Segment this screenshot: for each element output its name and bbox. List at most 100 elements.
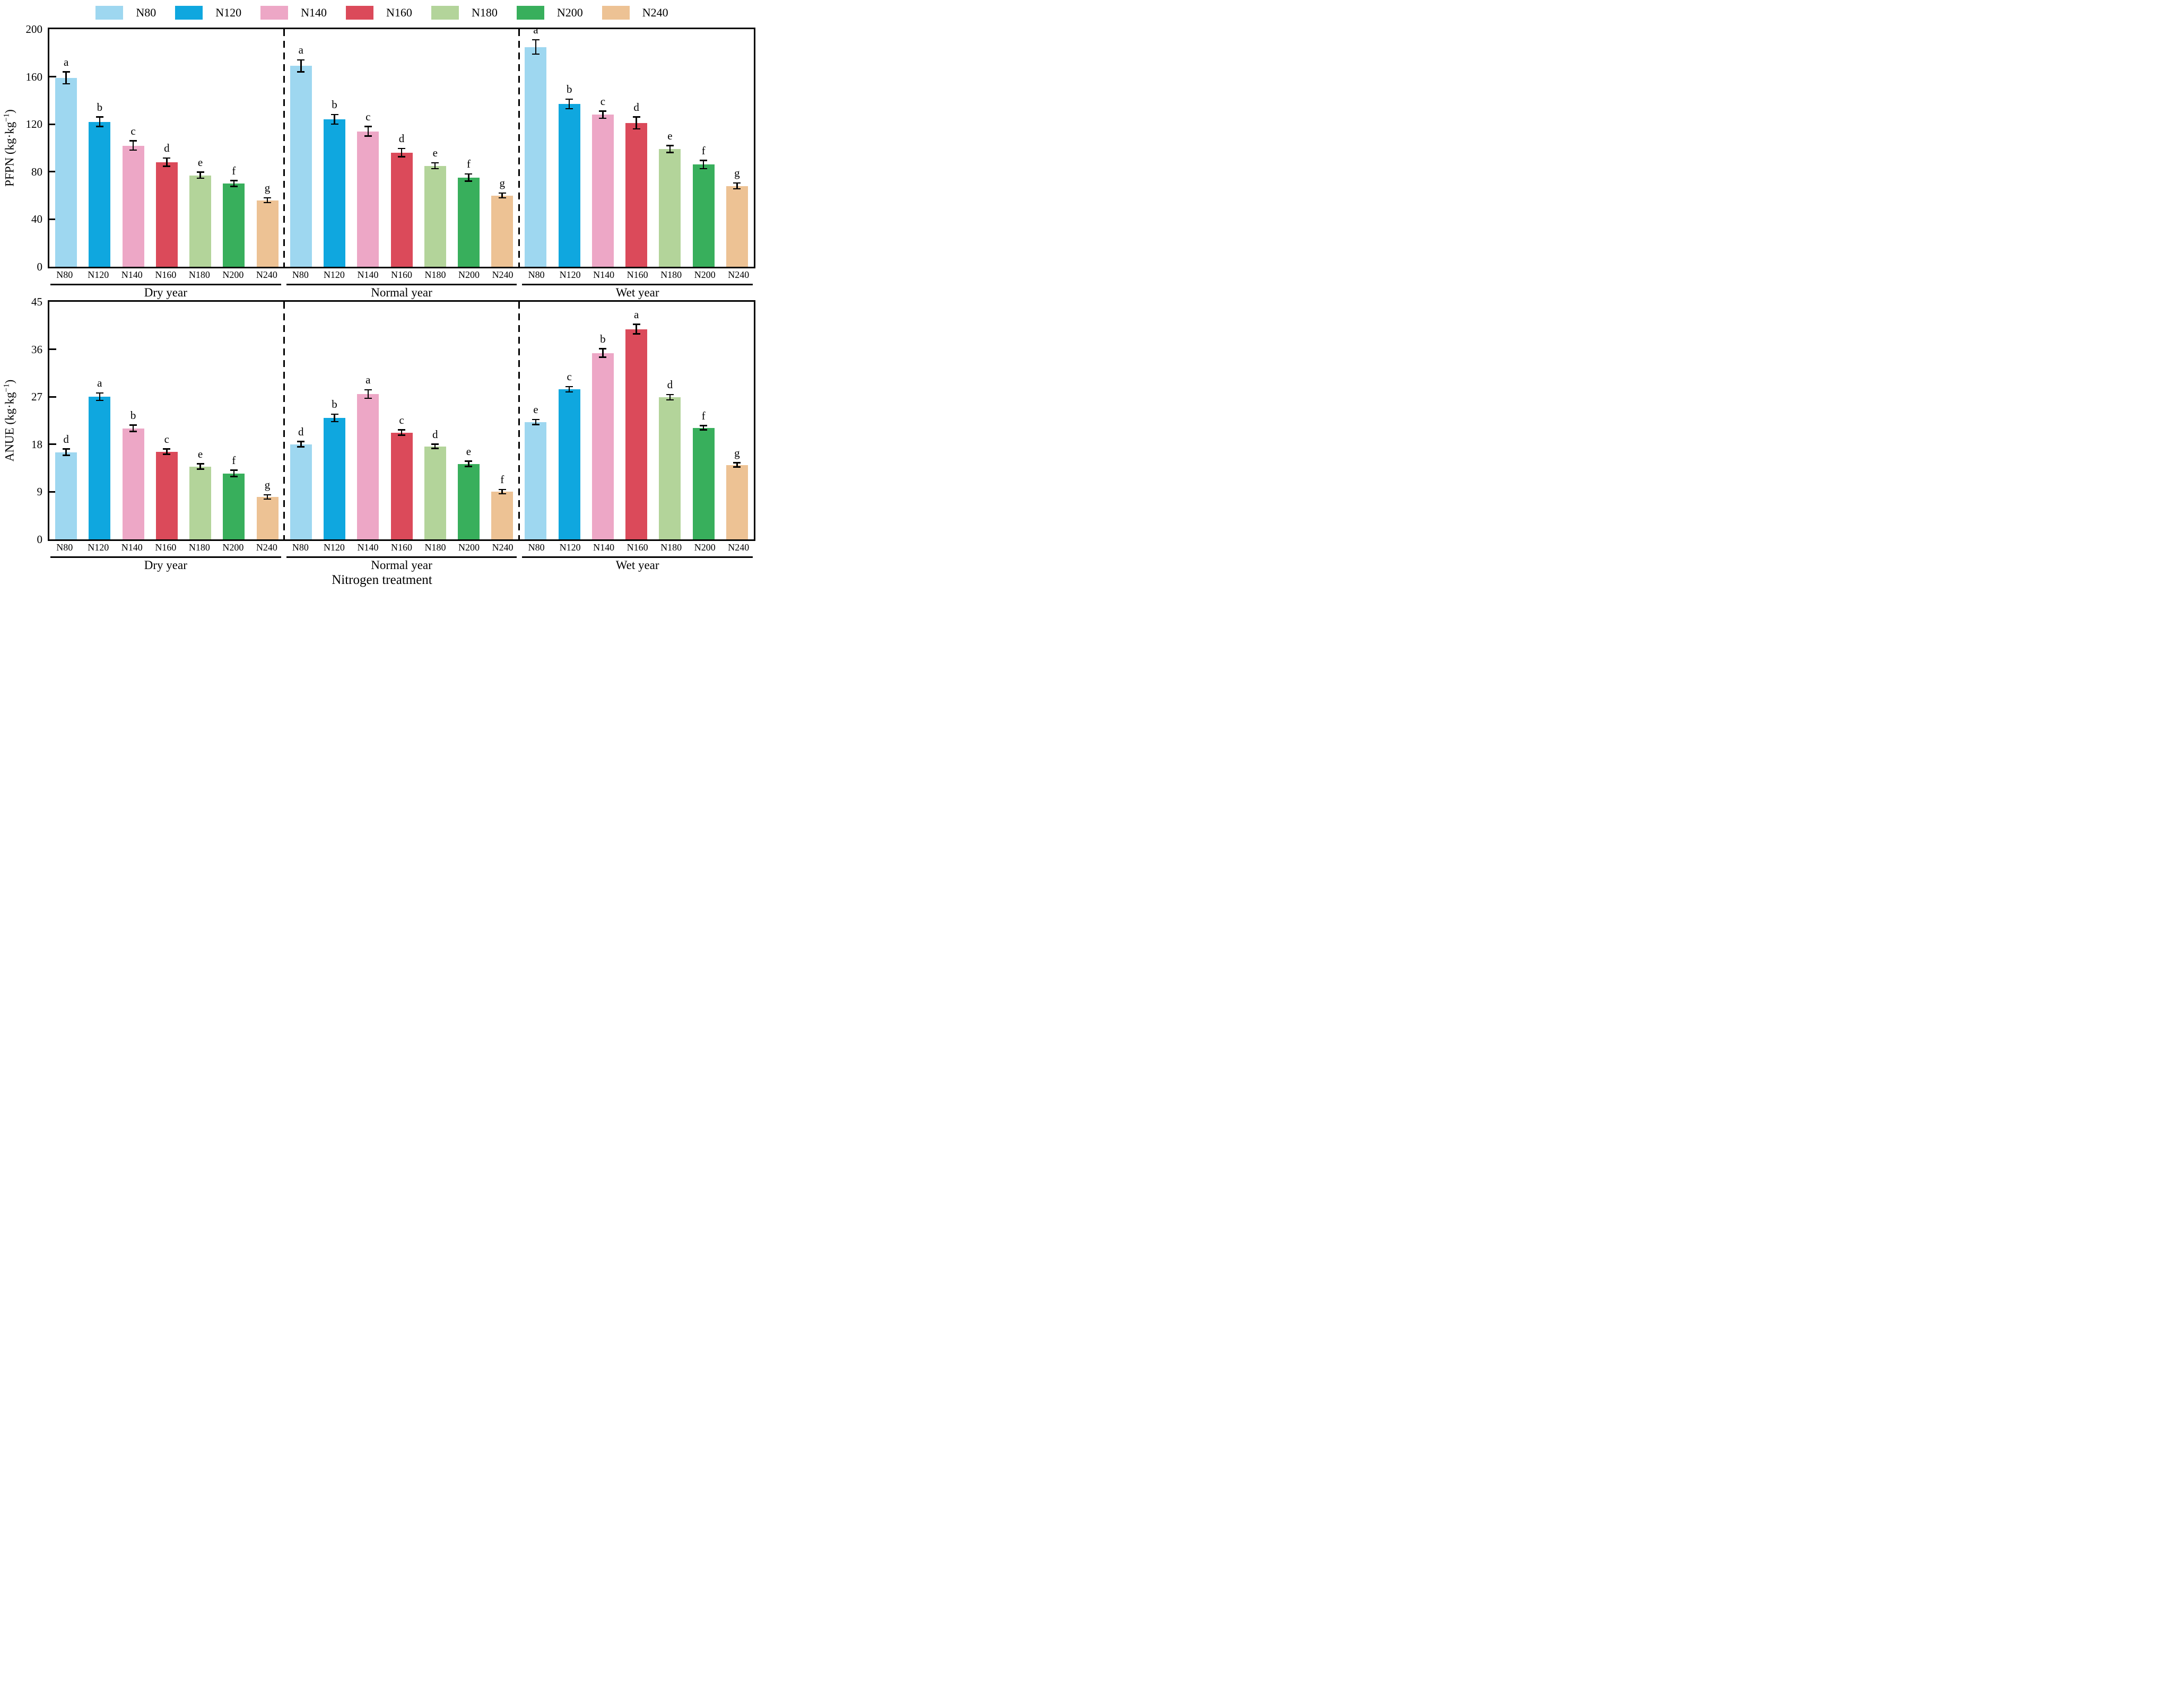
y-tick: [49, 396, 56, 398]
error-bar: [99, 117, 101, 127]
y-axis-label-text: PFPN (kg·kg: [3, 121, 16, 187]
y-tick-gutter: 0 9 18 27 36 45: [19, 296, 48, 545]
group-separator: [283, 302, 285, 539]
bar-normal-N200: [457, 178, 480, 267]
error-bar-cap-bottom: [431, 168, 439, 170]
group-label: Dry year: [144, 286, 187, 299]
significance-letter: b: [600, 332, 606, 345]
significance-letter: e: [197, 155, 203, 169]
legend-label-N240: N240: [642, 6, 668, 19]
x-tick-label: N240: [728, 269, 750, 280]
y-tick-label: 80: [31, 165, 42, 178]
error-bar-cap-top: [62, 448, 70, 450]
error-bar-cap-top: [264, 494, 272, 496]
error-bar-cap-bottom: [163, 165, 171, 167]
error-bar-cap-bottom: [632, 128, 640, 130]
error-bar-cap-bottom: [733, 188, 741, 190]
y-axis-label: ANUE (kg·kg−1): [3, 380, 17, 462]
y-tick-label: 160: [25, 70, 43, 83]
significance-letter: b: [566, 83, 572, 96]
error-bar-cap-bottom: [364, 135, 372, 137]
error-bar: [602, 111, 604, 118]
error-bar-cap-top: [297, 59, 305, 61]
y-tick-label: 0: [37, 533, 43, 546]
y-tick-label: 18: [31, 438, 42, 451]
error-bar-cap-top: [95, 116, 103, 118]
bar-dry-N160: [155, 162, 178, 267]
error-bar-cap-top: [330, 413, 338, 415]
error-bar-cap-top: [498, 488, 506, 491]
plot-column: a b c d e f g a b c d e f g a b c d e f g N80 N120 N140 N160 N180…: [48, 24, 755, 300]
y-axis-label-close: ): [3, 109, 16, 113]
error-bar-cap-bottom: [632, 333, 640, 335]
error-bar: [166, 158, 168, 167]
pfpn-chart: PFPN (kg·kg−1) 0 40 80 120 160 200 a b c d e f g a b c d e…: [0, 24, 764, 300]
error-bar: [300, 441, 302, 447]
significance-letter: a: [63, 55, 69, 68]
y-tick-label: 9: [37, 485, 43, 499]
error-bar-cap-top: [465, 460, 473, 462]
y-axis-label-sup: −1: [2, 383, 11, 392]
plot-column: d a b c e f g d b a c d e f e c b a d f g N80 N120 N140 N160 N180…: [48, 300, 755, 573]
significance-letter: e: [466, 444, 472, 458]
bar-dry-N200: [223, 473, 245, 539]
x-tick-label: N140: [121, 542, 143, 553]
error-bar: [132, 425, 134, 432]
bar-normal-N180: [424, 446, 446, 539]
error-bar-cap-top: [163, 157, 171, 159]
significance-letter: f: [232, 453, 236, 467]
y-axis-label-sup: −1: [2, 113, 11, 122]
bar-dry-N80: [55, 77, 77, 267]
group-separator: [518, 302, 520, 539]
error-bar-cap-bottom: [129, 431, 137, 432]
error-bar: [669, 395, 671, 400]
significance-letter: b: [130, 408, 136, 422]
error-bar-cap-bottom: [330, 421, 338, 422]
significance-letter: c: [130, 124, 136, 137]
x-axis-label: Nitrogen treatment: [332, 573, 432, 587]
x-tick-label: N180: [660, 269, 682, 280]
significance-letter: f: [500, 473, 504, 486]
error-bar: [65, 72, 67, 84]
error-bar: [736, 183, 738, 189]
legend-swatch-N120: [175, 6, 203, 20]
error-bar-cap-bottom: [498, 197, 506, 199]
error-bar: [669, 145, 671, 153]
error-bar-cap-top: [230, 180, 238, 181]
bar-dry-N160: [155, 451, 178, 539]
legend-label-N80: N80: [136, 6, 156, 19]
y-tick: [49, 218, 56, 220]
bar-normal-N200: [457, 464, 480, 539]
bar-wet-N180: [659, 149, 681, 267]
group-underline: [50, 556, 281, 558]
significance-letter: b: [332, 398, 337, 411]
error-bar-cap-top: [129, 424, 137, 426]
error-bar-cap-top: [465, 173, 473, 175]
x-tick-label: N200: [222, 542, 244, 553]
bar-normal-N160: [390, 152, 413, 267]
error-bar: [468, 461, 469, 467]
x-tick-label: N120: [323, 269, 345, 280]
x-tick-label: N240: [728, 542, 750, 553]
error-bar: [199, 172, 201, 179]
group-label: Dry year: [144, 558, 187, 572]
bar-wet-N200: [692, 164, 715, 267]
error-bar-cap-bottom: [733, 466, 741, 468]
y-tick-label: 45: [31, 295, 42, 308]
error-bar-cap-top: [163, 448, 171, 450]
error-bar: [501, 490, 503, 494]
error-bar-cap-bottom: [666, 152, 674, 153]
error-bar-cap-bottom: [264, 202, 272, 204]
error-bar: [166, 449, 168, 455]
plot-area: a b c d e f g a b c d e f g a b c d e f g: [48, 24, 755, 268]
error-bar-cap-top: [95, 392, 103, 394]
error-bar: [266, 198, 268, 203]
bar-dry-N120: [89, 121, 111, 267]
y-tick: [49, 443, 56, 445]
error-bar-cap-top: [398, 147, 405, 150]
error-bar-cap-top: [632, 116, 640, 118]
error-bar-cap-bottom: [599, 356, 607, 358]
error-bar: [132, 141, 134, 151]
x-tick-label: N200: [694, 542, 716, 553]
error-bar: [702, 425, 704, 430]
